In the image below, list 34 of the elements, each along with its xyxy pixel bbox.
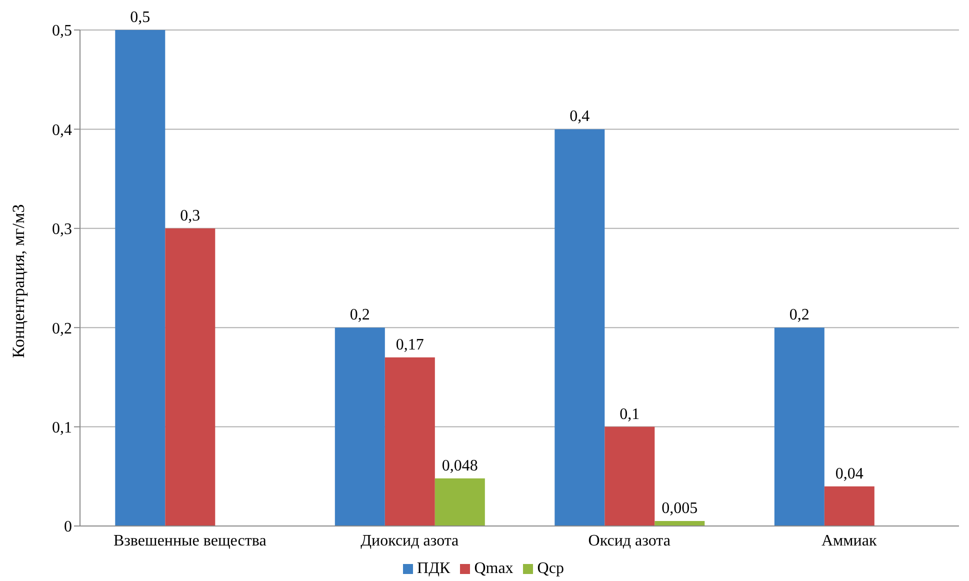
bar [604,426,655,526]
legend-label: Qmax [474,560,514,577]
data-label: 0,04 [835,465,864,482]
x-tick-label: Оксид азота [588,532,670,550]
data-label: 0,005 [662,500,698,518]
bar [384,357,435,526]
bar [115,30,166,526]
bar [334,328,385,526]
y-tick-label: 0,1 [52,419,72,436]
y-tick-label: 0,3 [52,221,72,238]
y-tick-label: 0,5 [52,22,72,40]
bar [554,129,605,526]
x-tick-label: Аммиак [822,532,877,550]
data-label: 0,2 [789,306,810,324]
y-tick-label: 0,4 [52,122,72,139]
x-tick-label: Взвешенные вещества [113,532,266,550]
data-label: 0,048 [442,457,478,474]
y-tick-label: 0,2 [52,320,72,338]
data-label: 0,4 [570,108,590,126]
bar [654,521,705,526]
data-label: 0,1 [620,406,640,423]
bar [434,478,485,526]
data-label: 0,3 [180,207,200,224]
y-axis-title: Концентрация, мг/м3 [9,204,28,358]
legend-label: Qср [537,560,564,577]
data-label: 0,2 [350,306,370,324]
bar [824,486,874,526]
data-label: 0,5 [130,9,150,26]
data-label: 0,17 [396,336,424,354]
x-tick-label: Диоксид азота [360,532,459,550]
y-tick-label: 0 [64,518,72,536]
bar [774,328,824,526]
bar [165,228,216,526]
legend-label: ПДК [417,560,450,577]
